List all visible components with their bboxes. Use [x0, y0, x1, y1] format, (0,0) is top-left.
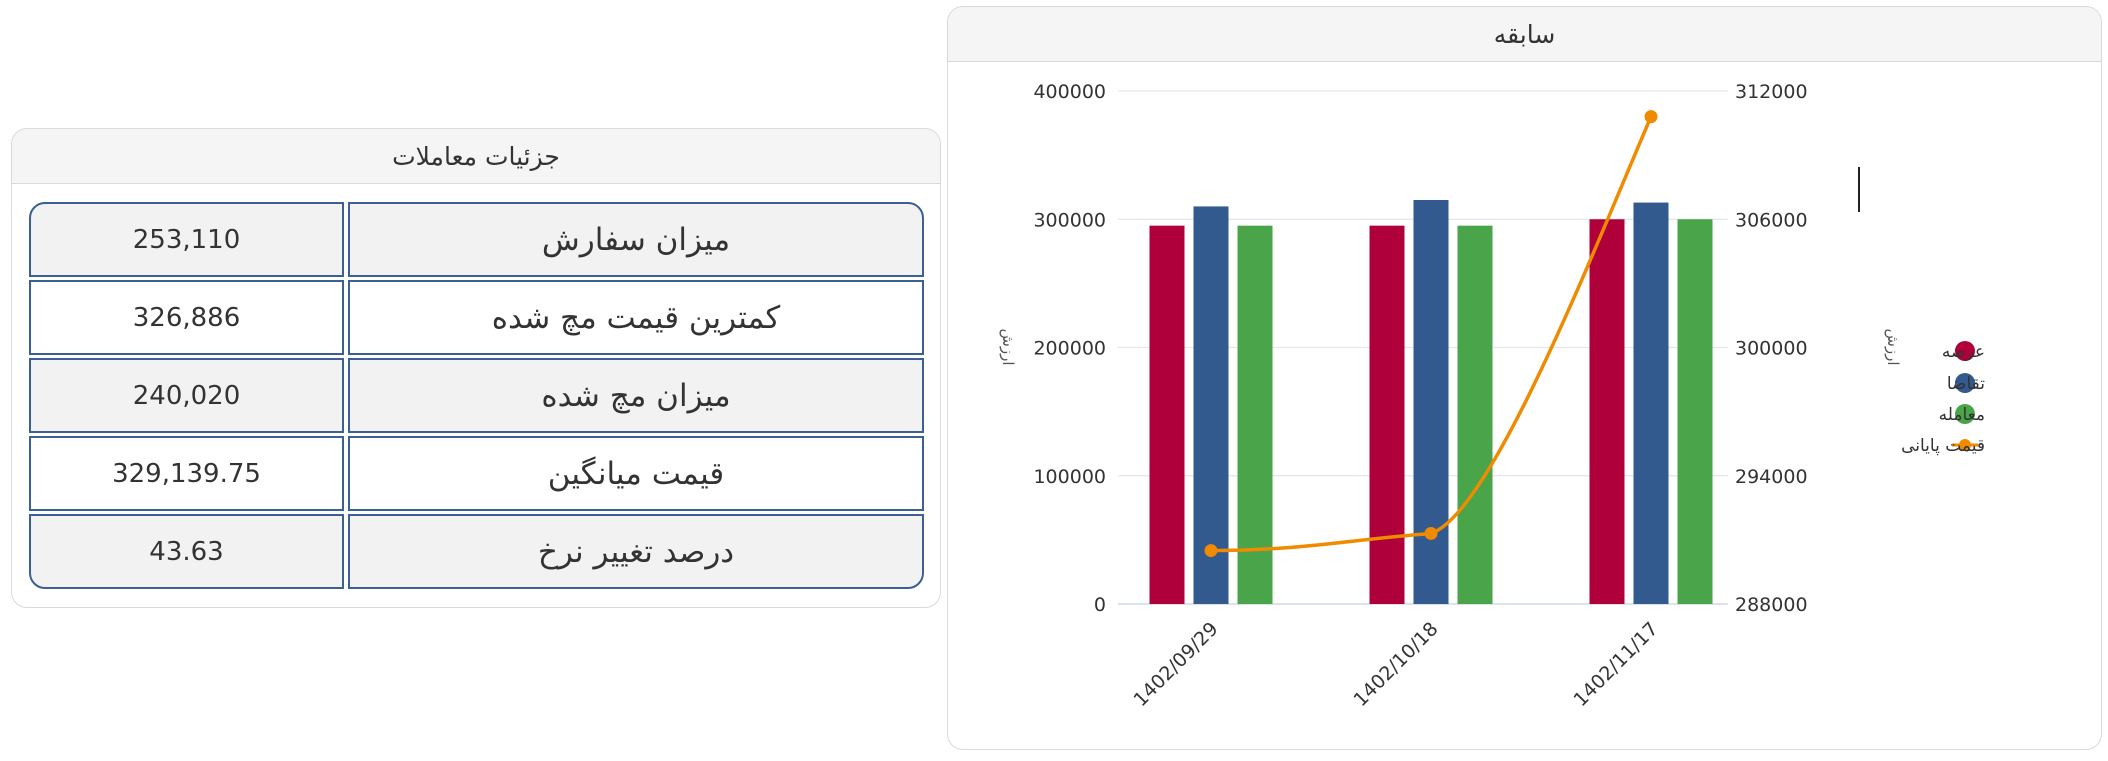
bar-3 — [1677, 219, 1713, 604]
y-right-tick-label: 294000 — [1735, 466, 1808, 488]
matched-amount-value: 240,020 — [29, 358, 344, 433]
transaction-details-panel: جزئیات معاملات 253,110 میزان سفارش 326,8… — [11, 128, 941, 608]
final-price-point — [1424, 526, 1438, 540]
legend-label: معامله — [1939, 405, 1985, 425]
bar-3 — [1237, 225, 1273, 604]
y-right-tick-label: 306000 — [1735, 209, 1808, 231]
x-tick-label: 1402/10/18 — [1350, 618, 1443, 711]
final-price-line — [1210, 115, 1653, 553]
bar-3 — [1457, 225, 1493, 604]
bar-1 — [1589, 219, 1625, 604]
history-title: سابقه — [948, 7, 2101, 62]
final-price-point — [1204, 544, 1218, 558]
legend-label: عرضه — [1942, 342, 1985, 362]
final-price-point — [1644, 110, 1658, 124]
table-row: 253,110 میزان سفارش — [29, 202, 926, 277]
average-price-label: قیمت میانگین — [348, 436, 924, 511]
legend-label: تقاضا — [1947, 374, 1985, 394]
y-left-tick-label: 400000 — [1033, 81, 1106, 103]
x-tick-label: 1402/09/29 — [1130, 618, 1223, 711]
y-left-tick-label: 100000 — [1033, 466, 1106, 488]
order-amount-label: میزان سفارش — [348, 202, 924, 277]
rate-change-percent-label: درصد تغییر نرخ — [348, 514, 924, 589]
legend-marker — [1955, 404, 1975, 424]
y-right-tick-label: 288000 — [1735, 594, 1808, 616]
transaction-details-title: جزئیات معاملات — [12, 129, 940, 184]
x-tick-label: 1402/11/17 — [1570, 618, 1663, 711]
legend-marker — [1955, 341, 1975, 361]
y-right-tick-label: 300000 — [1735, 338, 1808, 360]
details-table: 253,110 میزان سفارش 326,886 کمترین قیمت … — [29, 202, 926, 592]
bar-2 — [1193, 206, 1229, 605]
y-left-tick-label: 200000 — [1033, 338, 1106, 360]
table-row: 240,020 میزان مچ شده — [29, 358, 926, 433]
y-right-axis-title: ارزش — [1884, 329, 1902, 366]
y-left-tick-label: 0 — [1094, 594, 1106, 616]
legend-marker — [1959, 439, 1971, 451]
order-amount-value: 253,110 — [29, 202, 344, 277]
matched-amount-label: میزان مچ شده — [348, 358, 924, 433]
legend-marker — [1955, 373, 1975, 393]
history-panel: سابقه 400000 300000 200000 100000 0 312000 306… — [947, 6, 2102, 750]
average-price-value: 329,139.75 — [29, 436, 344, 511]
legend-label: قیمت پایانی — [1901, 436, 1985, 456]
bar-2 — [1633, 202, 1669, 604]
lowest-matched-price-label: کمترین قیمت مچ شده — [348, 280, 924, 355]
rate-change-percent-value: 43.63 — [29, 514, 344, 589]
y-left-axis-title: ارزش — [999, 329, 1017, 366]
history-chart: 400000 300000 200000 100000 0 312000 306000 300… — [999, 81, 1985, 711]
y-right-tick-label: 312000 — [1735, 81, 1808, 103]
bar-1 — [1149, 225, 1185, 604]
y-left-tick-label: 300000 — [1033, 209, 1106, 231]
bar-1 — [1369, 225, 1405, 604]
bar-2 — [1413, 200, 1449, 604]
table-row: 43.63 درصد تغییر نرخ — [29, 514, 926, 589]
table-row: 326,886 کمترین قیمت مچ شده — [29, 280, 926, 355]
lowest-matched-price-value: 326,886 — [29, 280, 344, 355]
table-row: 329,139.75 قیمت میانگین — [29, 436, 926, 511]
